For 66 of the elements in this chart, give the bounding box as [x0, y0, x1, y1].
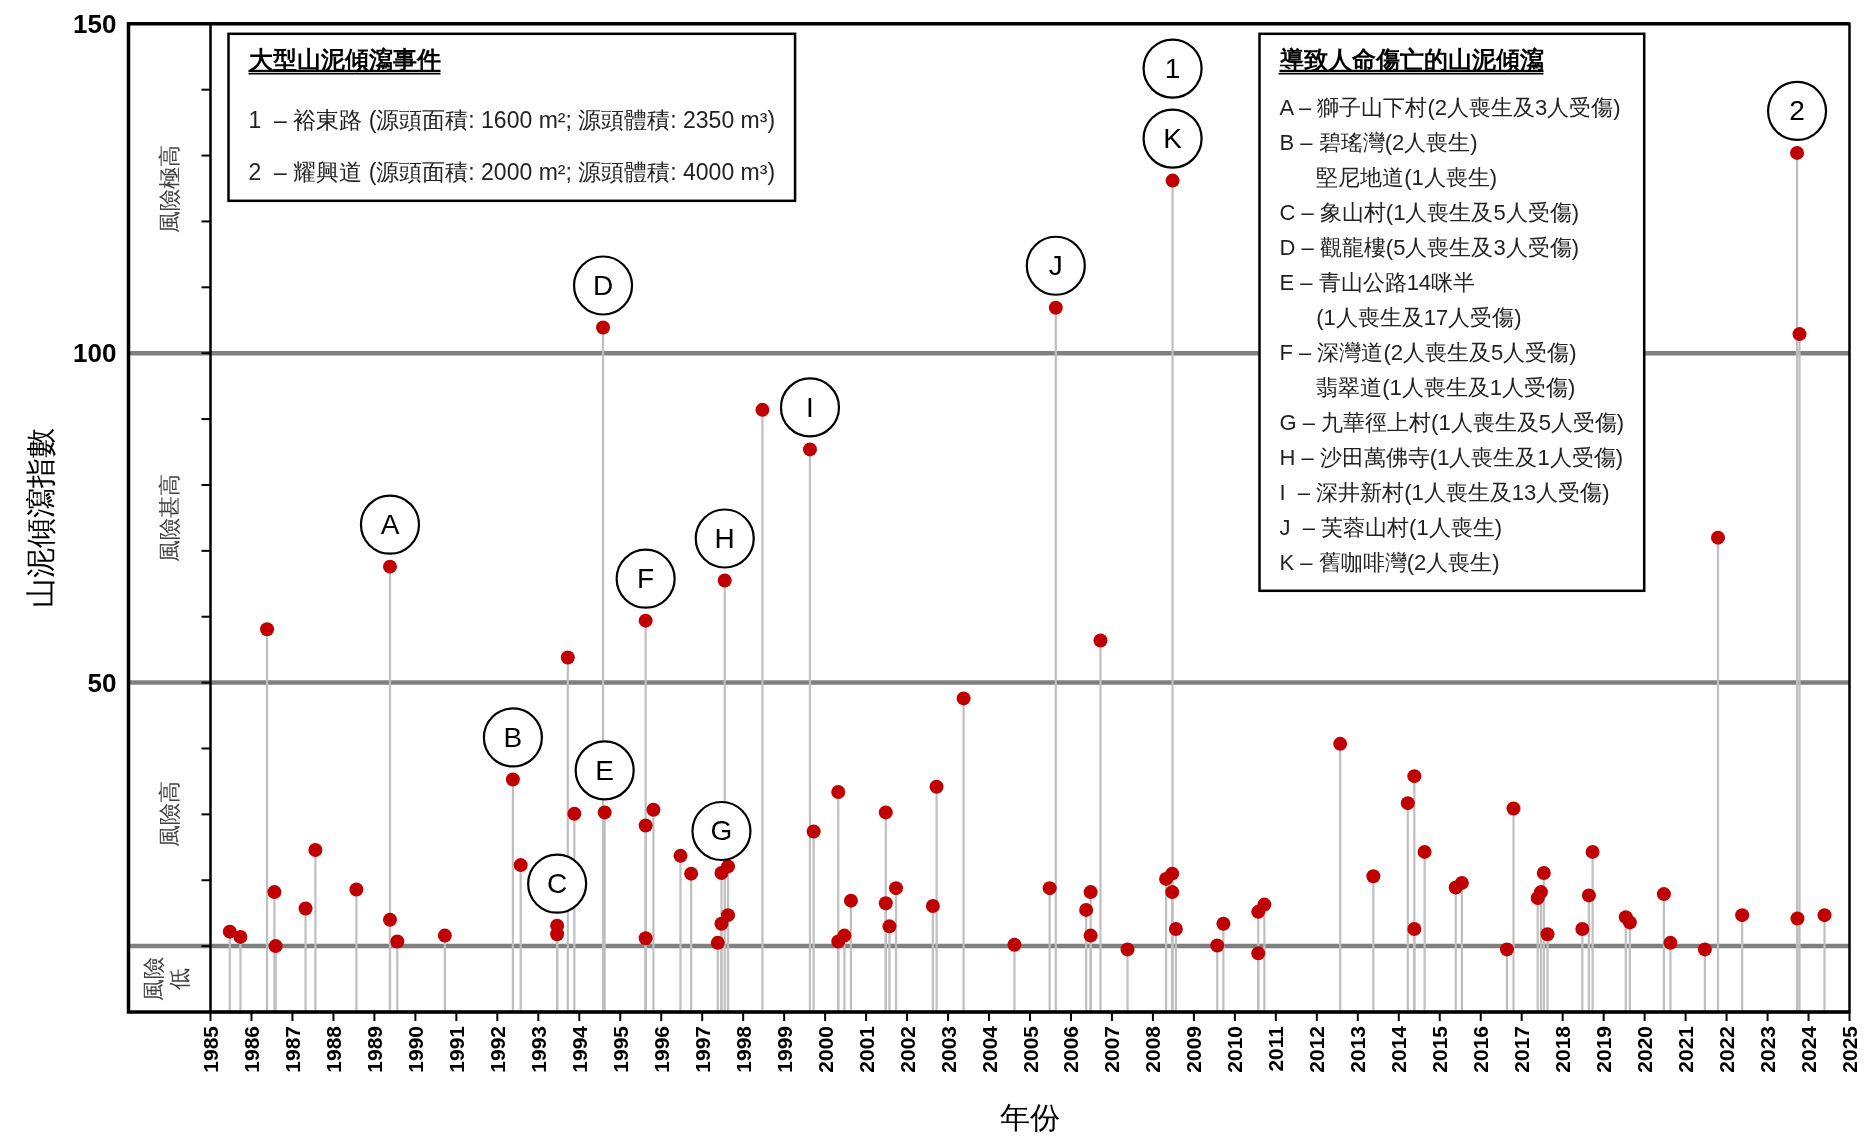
y-tick-label: 50: [87, 667, 117, 698]
x-tick-label: 1991: [444, 1025, 468, 1073]
x-tick-label: 1989: [362, 1026, 386, 1073]
x-tick-label: 2023: [1756, 1026, 1780, 1073]
annotation: H: [714, 522, 735, 554]
annotation: 1: [1164, 53, 1181, 85]
x-tick-label: 2006: [1059, 1026, 1083, 1073]
x-tick-label: 2015: [1428, 1025, 1452, 1073]
x-tick-label: 2016: [1469, 1026, 1493, 1073]
text: 風險低: [141, 957, 192, 1002]
x-tick-label: 1986: [239, 1026, 263, 1073]
x-tick-label: 1999: [772, 1026, 796, 1073]
x-tick-label: 2009: [1182, 1026, 1206, 1073]
x-tick-label: 1998: [731, 1025, 755, 1073]
x-tick-label: 1988: [321, 1025, 345, 1073]
annotation: B: [503, 721, 523, 753]
annotation: K: [1163, 123, 1183, 155]
annotation: E: [595, 754, 615, 786]
y-tick-label: 100: [73, 338, 117, 369]
x-tick-label: 2002: [895, 1026, 919, 1073]
x-tick-label: 2005: [1018, 1025, 1042, 1073]
x-tick-label: 2011: [1264, 1025, 1288, 1072]
x-tick-label: 2012: [1305, 1026, 1329, 1073]
x-tick-label: 2001: [854, 1025, 878, 1073]
x-tick-label: 1992: [485, 1026, 509, 1073]
x-tick-label: 2021: [1674, 1025, 1698, 1073]
annotation: F: [637, 563, 655, 595]
x-tick-label: 2020: [1633, 1026, 1657, 1073]
annotation: 2: [1789, 95, 1805, 127]
x-tick-label: 1997: [690, 1026, 714, 1073]
x-tick-label: 1994: [567, 1025, 591, 1073]
y-axis-title: 山泥傾瀉指數: [23, 427, 57, 608]
x-tick-label: 2007: [1100, 1026, 1124, 1073]
label-stacked: 1: [1142, 38, 1203, 99]
text: 風險極高: [157, 144, 182, 233]
x-tick-label: 2013: [1346, 1026, 1370, 1073]
annotation: C: [547, 868, 568, 900]
text: 風險高: [157, 781, 182, 848]
annotation: A: [380, 509, 400, 541]
x-tick-label: 2017: [1510, 1026, 1534, 1073]
x-tick-label: 1993: [526, 1026, 550, 1073]
text: 風險甚高: [157, 473, 182, 562]
annotation: J: [1048, 250, 1063, 282]
x-tick-label: 2004: [977, 1025, 1001, 1073]
x-tick-label: 2019: [1592, 1026, 1616, 1073]
x-axis-title: 年份: [1000, 1101, 1060, 1134]
x-tick-label: 2000: [813, 1026, 837, 1073]
note: 導致人命傷亡的山泥傾瀉 A – 獅子山下村(2人喪生及3人受傷) B – 碧瑤灣(2人喪生) 堅尼地道(1人喪生) C – 象山村(1人喪生及5人受傷) D – 觀龍樓(5人喪生及3人受傷) E – 青山公路14咪半 (1人喪生及17人受傷) F – 深灣道(2人喪生及5人受傷) 翡翠道(1人喪生及1人受傷) G – 九華徑上村(1人喪生及5人受傷) H – 沙田萬佛寺(1人喪生及1人受傷) I – 深井新村(1人喪生及13人受傷) J – 芙蓉山村(1人喪生) K – 舊咖啡灣(2人喪生): [1258, 32, 1646, 593]
note: 大型山泥傾瀉事件 1 – 裕東路 (源頭面積: 1600 m²; 源頭體積: 2350 m³) 2 – 耀興道 (源頭面積: 2000 m²; 源頭體積: 4000 m³): [227, 32, 797, 203]
x-tick-label: 2022: [1715, 1026, 1739, 1073]
annotation: D: [592, 270, 614, 302]
x-tick-label: 1985: [199, 1025, 222, 1073]
annotation: G: [710, 815, 733, 847]
x-tick-label: 2003: [936, 1026, 960, 1073]
x-tick-label: 2014: [1387, 1025, 1411, 1073]
x-tick-label: 2018: [1551, 1025, 1575, 1073]
x-tick-label: 2024: [1797, 1025, 1821, 1073]
x-tick-label: 1987: [280, 1026, 304, 1073]
annotation: I: [806, 391, 814, 423]
x-tick-label: 2008: [1141, 1025, 1165, 1073]
x-tick-label: 2025: [1838, 1025, 1861, 1073]
y-tick-label: 150: [73, 8, 117, 39]
x-tick-label: 1996: [649, 1026, 673, 1073]
x-tick-label: 1995: [608, 1025, 632, 1073]
x-tick-label: 2010: [1223, 1026, 1247, 1073]
x-tick-label: 1990: [403, 1026, 427, 1073]
